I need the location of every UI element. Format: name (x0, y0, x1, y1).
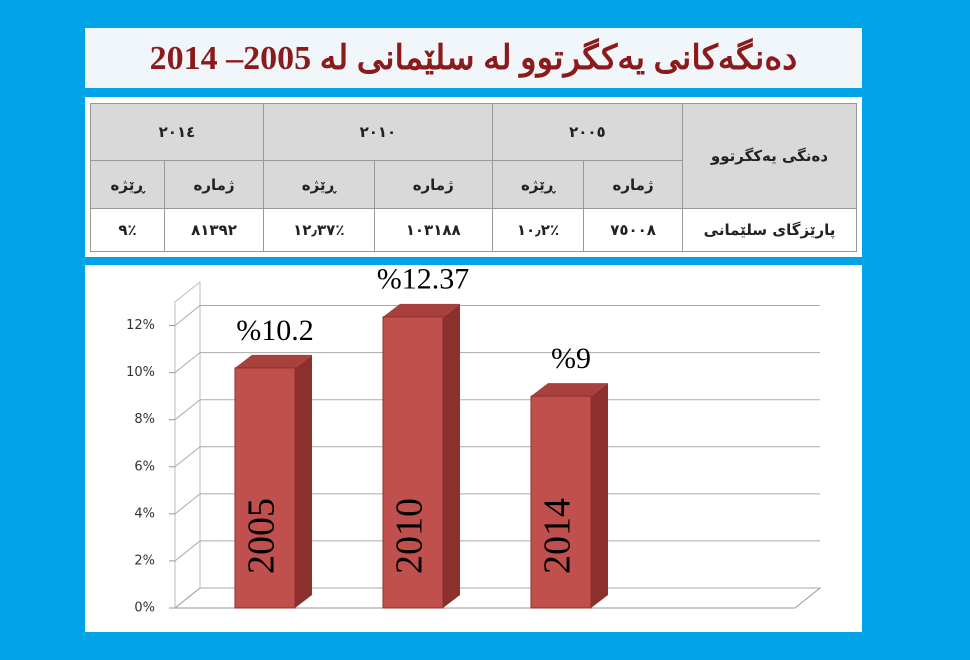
bar-side (295, 354, 312, 608)
table-cell: ١٠٣١٨٨ (373, 208, 493, 252)
table-header: ٢٠٠٥ (491, 103, 684, 161)
table-cell: ٪١٢٫٣٧ (262, 208, 375, 252)
bar-side (443, 303, 460, 608)
table-subheader: ڕێژە (262, 160, 375, 209)
y-tick-label: 10% (126, 365, 155, 380)
chart: 0% 2% 4% 6% 8% 10% 12% %10.2 2005 %12.37 2010 %9 201… (126, 263, 822, 616)
table-cell: پارێزگای سلێمانی (682, 208, 857, 252)
bar (234, 367, 296, 609)
grid-line (174, 446, 820, 468)
category-label: 2014 (537, 498, 579, 574)
table-cell: ٪١٠٫٢ (491, 208, 585, 252)
bar-side (591, 383, 608, 608)
title: دەنگەکانی یەکگرتوو لە سلێمانی لە 2005– 2… (149, 40, 798, 77)
table-cell: ٪٩ (89, 208, 166, 252)
table-subheader: ژمارە (583, 160, 683, 209)
y-tick-label: 6% (134, 459, 155, 474)
title-box: دەنگەکانی یەکگرتوو لە سلێمانی لە 2005– 2… (85, 28, 862, 88)
table-subheader: ژمارە (373, 160, 493, 209)
category-label: 2010 (389, 498, 431, 574)
grid-line (174, 493, 820, 515)
grid-line (174, 352, 820, 374)
value-label: %12.37 (377, 265, 470, 296)
bar-top (531, 383, 608, 397)
bar (530, 395, 592, 609)
table-header: ٢٠١٠ (262, 103, 493, 161)
table-header: ٢٠١٤ (90, 103, 264, 161)
value-label: %9 (551, 342, 591, 375)
chart-box: 0% 2% 4% 6% 8% 10% 12% %10.2 2005 %12.37 2010 %9 201… (85, 263, 862, 632)
y-tick-label: 0% (134, 601, 155, 616)
table-box: دەنگی یەکگرتوو ٢٠٠٥ ٢٠١٠ ٢٠١٤ ژمارە ڕێژە… (85, 97, 862, 257)
y-tick-label: 2% (134, 553, 155, 568)
bar-top (235, 354, 312, 368)
grid-line (174, 305, 820, 326)
y-tick-label: 12% (126, 318, 155, 333)
bar-top (383, 303, 460, 317)
table-cell: ٧٥٠٠٨ (583, 208, 683, 252)
grid-line (174, 540, 820, 562)
back-wall (174, 280, 201, 610)
grid-line (174, 399, 820, 421)
category-label: 2005 (241, 498, 283, 574)
y-tick-label: 4% (134, 506, 155, 521)
table-subheader: ڕێژە (89, 160, 166, 209)
table-cell: ٨١٣٩٢ (164, 208, 264, 252)
grid-line (174, 587, 820, 609)
table-subheader: ژمارە (164, 160, 264, 209)
table: دەنگی یەکگرتوو ٢٠٠٥ ٢٠١٠ ٢٠١٤ ژمارە ڕێژە… (89, 103, 857, 252)
bar (382, 316, 444, 609)
value-label: %10.2 (236, 314, 314, 347)
y-tick-label: 8% (134, 412, 155, 427)
table-subheader: ڕێژە (491, 160, 585, 209)
table-header: دەنگی یەکگرتوو (682, 103, 857, 209)
